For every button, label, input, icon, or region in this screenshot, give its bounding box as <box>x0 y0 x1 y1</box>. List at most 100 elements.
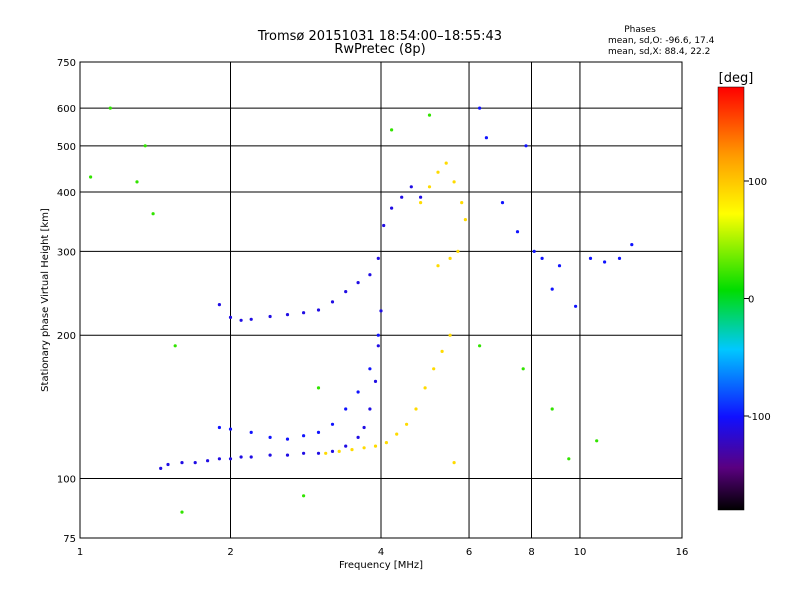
data-point <box>390 206 394 210</box>
data-point <box>484 136 488 140</box>
data-point <box>249 455 253 459</box>
x-axis-label: Frequency [MHz] <box>339 560 423 571</box>
data-point <box>419 201 423 205</box>
data-point <box>574 304 578 308</box>
data-point <box>432 367 436 371</box>
data-point <box>414 407 418 411</box>
data-point <box>228 427 233 431</box>
colorbar-label: [deg] <box>719 71 754 86</box>
data-point <box>478 344 482 348</box>
data-point <box>515 230 520 234</box>
data-point <box>550 407 554 411</box>
data-point <box>500 201 505 205</box>
data-point <box>356 390 360 394</box>
data-point <box>368 407 372 411</box>
data-point <box>524 144 528 148</box>
grid-lines <box>79 61 683 539</box>
data-point <box>239 318 243 322</box>
data-point <box>463 218 467 222</box>
data-point <box>268 453 272 457</box>
data-point <box>373 379 378 383</box>
y-tick-label: 600 <box>57 104 76 115</box>
data-point <box>180 510 184 514</box>
data-point <box>376 333 380 337</box>
data-point <box>330 422 335 426</box>
data-point <box>456 249 460 253</box>
data-point <box>330 300 335 304</box>
data-point <box>557 264 562 268</box>
data-point <box>193 461 197 465</box>
data-point <box>143 144 147 148</box>
data-point <box>356 435 360 439</box>
colorbar-tick-label: -100 <box>748 412 771 423</box>
x-tick-label: 16 <box>676 547 689 558</box>
data-point <box>423 386 427 390</box>
data-point <box>384 441 388 445</box>
y-tick-label: 400 <box>57 188 76 199</box>
data-point <box>630 243 634 247</box>
y-tick-label: 75 <box>63 534 76 545</box>
axis-ticks: 1 2 4 6 8 10 16 75 100 200 300 400 500 600 750 <box>57 58 688 558</box>
data-point <box>89 175 93 179</box>
data-point <box>532 249 536 253</box>
data-point <box>166 462 170 467</box>
y-tick-label: 500 <box>57 142 76 153</box>
x-tick-label: 4 <box>378 547 384 558</box>
data-point <box>452 180 456 184</box>
data-point <box>603 260 607 264</box>
data-point <box>409 185 413 189</box>
data-point <box>362 425 366 430</box>
colorbar-ticks: 100 0 -100 <box>744 177 771 423</box>
data-point <box>550 287 554 291</box>
data-point <box>159 466 163 470</box>
data-point <box>373 444 378 448</box>
data-point <box>344 444 348 448</box>
stats-line-x: mean, sd,X: 88.4, 22.2 <box>608 47 710 57</box>
data-point <box>302 451 306 455</box>
data-point <box>268 314 272 319</box>
chart-title: Tromsø 20151031 18:54:00–18:55:43 <box>257 29 502 44</box>
data-point <box>452 461 456 465</box>
chart-subtitle: RwPretec (8p) <box>334 42 425 57</box>
data-point <box>427 185 432 189</box>
data-point <box>337 449 341 453</box>
data-point <box>249 430 253 434</box>
data-point <box>419 195 423 199</box>
data-point <box>228 315 233 319</box>
data-point <box>382 223 386 228</box>
y-tick-label: 100 <box>57 475 76 486</box>
data-point <box>368 273 372 277</box>
data-point <box>217 425 221 430</box>
data-point <box>448 256 452 260</box>
data-point <box>540 256 544 260</box>
colorbar-tick-label: 100 <box>748 177 767 188</box>
data-point <box>588 256 593 260</box>
data-point <box>249 317 253 321</box>
data-point <box>395 432 399 436</box>
data-point <box>316 430 321 434</box>
data-point <box>344 290 348 294</box>
y-axis-label: Stationary phase Virtual Height [km] <box>40 208 51 392</box>
data-point <box>108 106 112 110</box>
x-tick-label: 10 <box>574 547 587 558</box>
data-point <box>268 435 272 439</box>
data-point <box>521 367 525 371</box>
data-point <box>206 459 210 463</box>
data-point <box>478 106 482 110</box>
x-tick-label: 6 <box>466 547 472 558</box>
stats-line-o: mean, sd,O: -96.6, 17.4 <box>608 36 715 46</box>
data-point <box>324 451 328 455</box>
y-tick-label: 200 <box>57 331 76 342</box>
data-point <box>173 344 177 348</box>
data-point <box>376 256 380 260</box>
data-point <box>440 349 444 353</box>
data-point <box>228 457 233 461</box>
data-point <box>379 309 383 313</box>
colorbar-tick-label: 0 <box>748 295 754 306</box>
data-point <box>180 461 184 465</box>
data-point <box>285 437 290 441</box>
data-point <box>444 161 448 165</box>
data-point <box>302 434 306 438</box>
data-point <box>285 313 290 317</box>
